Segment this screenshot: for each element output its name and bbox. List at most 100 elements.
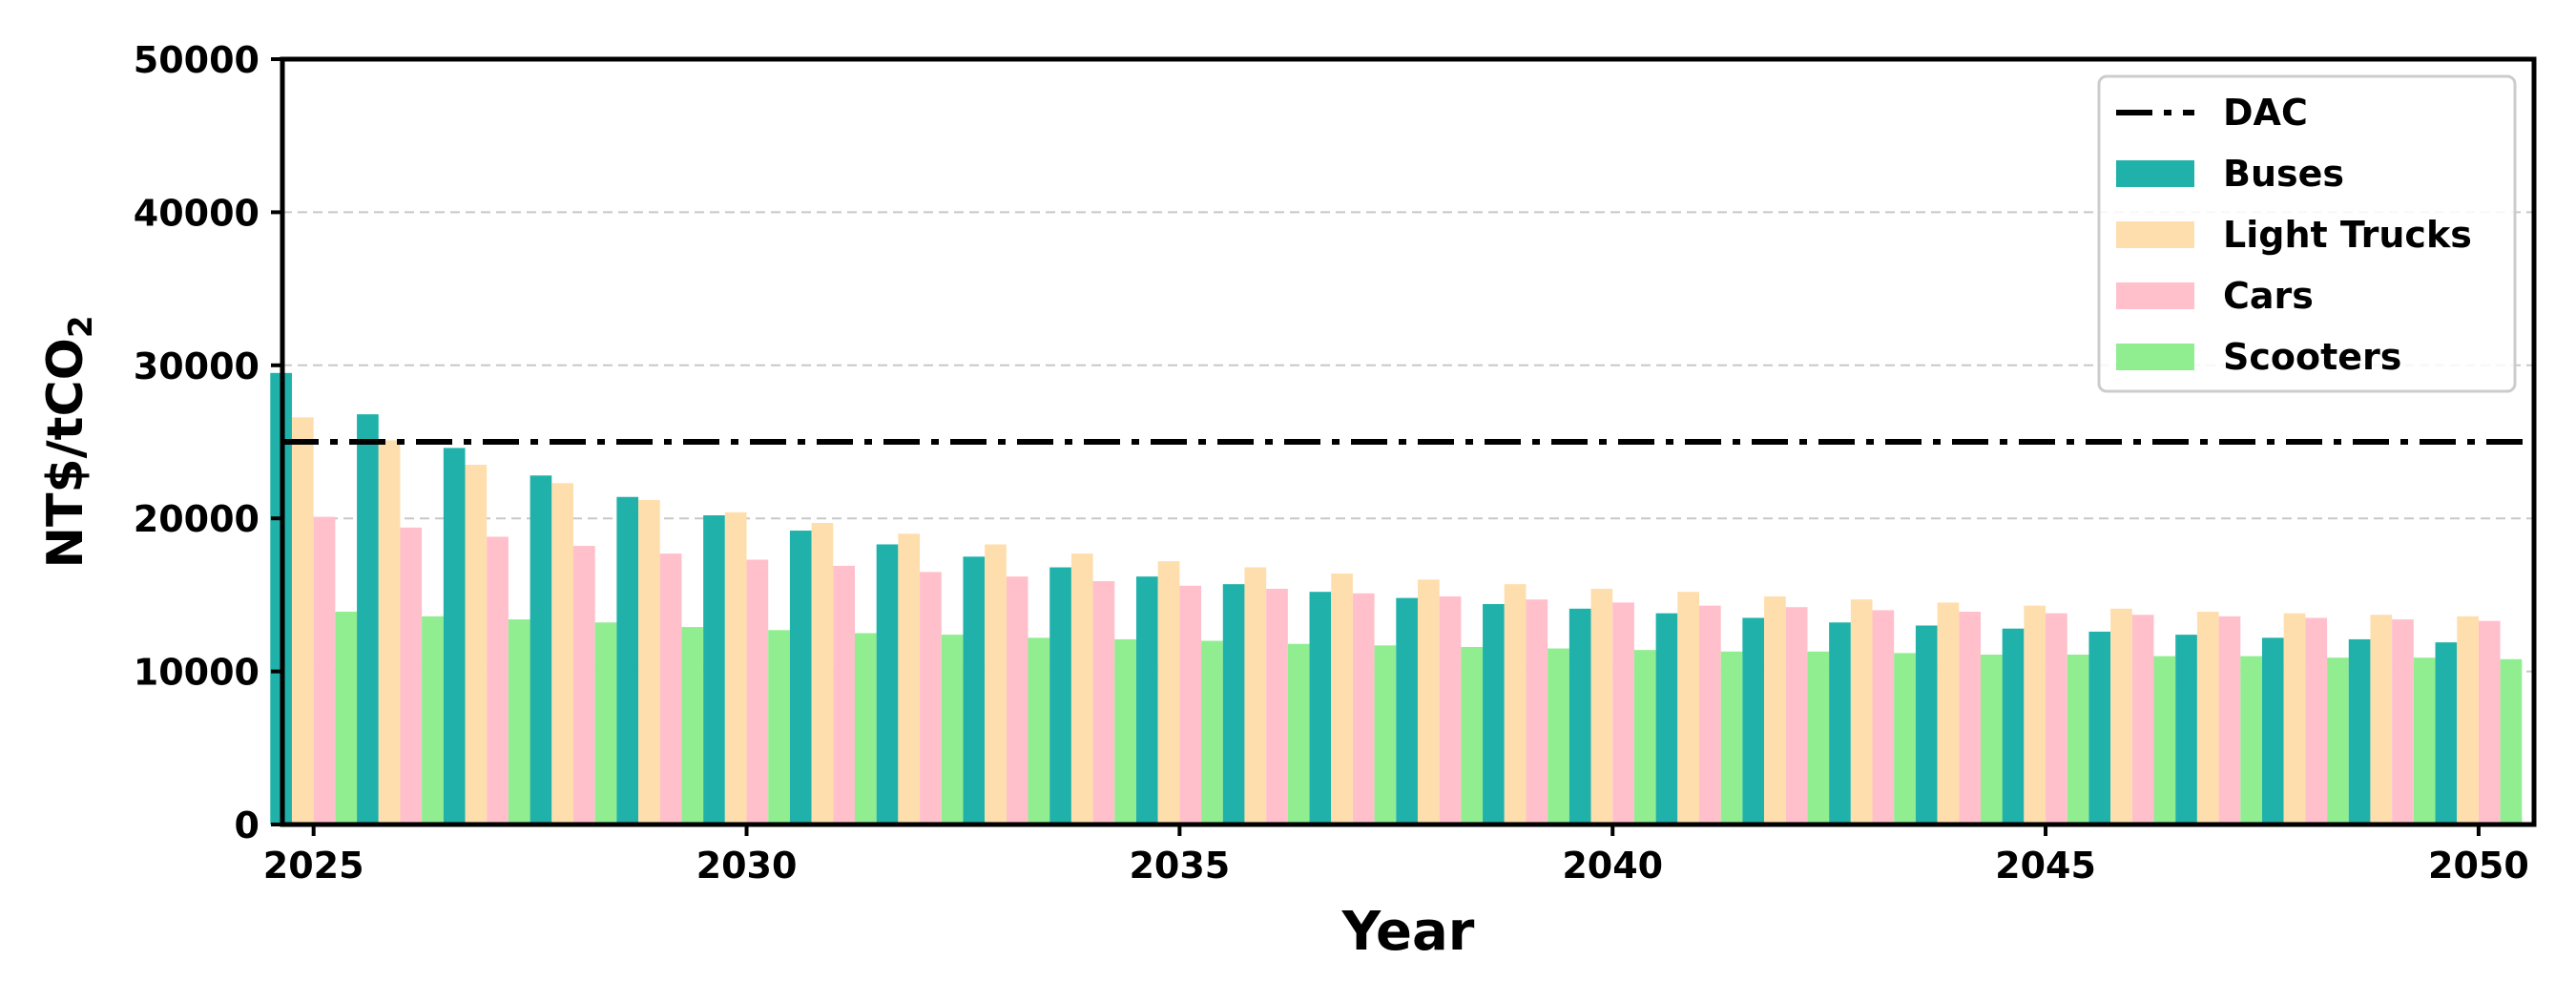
bar-light-trucks: [1590, 588, 1613, 825]
legend-box: [2097, 74, 2517, 393]
bar-cars: [2218, 616, 2241, 825]
bar-light-trucks: [2110, 608, 2132, 825]
bar-cars: [1179, 585, 1202, 825]
bar-light-trucks: [2457, 616, 2479, 825]
bar-scooters: [1548, 648, 1569, 825]
bar-buses: [616, 496, 639, 825]
bar-light-trucks: [551, 483, 573, 825]
y-axis-label-main: NT$/tCO: [37, 338, 94, 568]
bar-light-trucks: [1244, 567, 1267, 825]
bar-buses: [2348, 638, 2371, 825]
bar-light-trucks: [291, 417, 314, 825]
y-axis-label-subscript: 2: [62, 315, 100, 338]
bar-buses: [1655, 613, 1678, 825]
x-tick-label: 2030: [696, 845, 798, 887]
bar-buses: [703, 514, 725, 825]
bar-buses: [2002, 628, 2025, 825]
bar-light-trucks: [1850, 599, 1873, 825]
bar-buses: [963, 556, 986, 825]
bar-scooters: [1374, 645, 1397, 825]
bar-light-trucks: [465, 465, 488, 825]
legend-label-buses: Buses: [2223, 153, 2344, 195]
bar-light-trucks: [1677, 592, 1699, 825]
bar-scooters: [941, 635, 964, 825]
bar-scooters: [2327, 658, 2349, 825]
bar-light-trucks: [638, 499, 660, 825]
bar-cars: [1266, 588, 1288, 825]
bar-buses: [2261, 637, 2284, 825]
bar-cars: [400, 527, 423, 825]
bar-cars: [2131, 615, 2154, 825]
bar-buses: [1483, 604, 1505, 825]
bar-scooters: [422, 616, 444, 825]
bar-light-trucks: [1070, 553, 1093, 825]
bar-light-trucks: [898, 533, 921, 825]
bar-buses: [1222, 584, 1245, 825]
x-tick-label: 2035: [1129, 845, 1230, 887]
bar-scooters: [1114, 638, 1136, 825]
bar-cars: [487, 536, 509, 825]
legend-swatch-light-trucks: [2116, 221, 2194, 248]
y-axis-label: NT$/tCO2: [37, 315, 100, 568]
x-tick-label: 2045: [1995, 845, 2096, 887]
bar-scooters: [1287, 643, 1310, 825]
bar-light-trucks: [1417, 579, 1440, 825]
bar-buses: [2175, 635, 2197, 825]
bar-buses: [443, 448, 466, 825]
bar-buses: [530, 475, 552, 825]
bar-buses: [357, 414, 379, 825]
x-tick-label: 2050: [2428, 845, 2529, 887]
x-axis-label: Year: [1341, 901, 1475, 963]
bar-light-trucks: [1331, 573, 1353, 825]
bar-scooters: [1461, 646, 1484, 825]
bar-scooters: [854, 633, 877, 825]
bar-cars: [2392, 619, 2414, 825]
bar-light-trucks: [1504, 584, 1527, 825]
bar-buses: [1396, 597, 1418, 825]
bar-scooters: [1720, 651, 1743, 825]
bar-cars: [2305, 617, 2328, 825]
y-tick-label: 10000: [134, 652, 260, 694]
bar-buses: [1915, 625, 1938, 825]
bar-light-trucks: [1157, 561, 1180, 825]
bar-buses: [2088, 631, 2111, 825]
bar-light-trucks: [985, 544, 1007, 825]
bar-scooters: [1028, 637, 1050, 825]
bar-cars: [1785, 607, 1808, 825]
bar-scooters: [2240, 656, 2262, 825]
legend: DAC Buses Light Trucks Cars Scooters: [2097, 74, 2517, 393]
bar-cars: [1006, 576, 1028, 825]
legend-label-light-trucks: Light Trucks: [2223, 214, 2472, 256]
legend-swatch-cars: [2116, 282, 2194, 309]
bar-scooters: [2153, 656, 2176, 825]
bar-scooters: [1980, 654, 2003, 825]
y-tick-label: 50000: [134, 39, 260, 81]
bar-light-trucks: [1764, 596, 1786, 825]
bar-buses: [1829, 622, 1851, 825]
bar-light-trucks: [2196, 612, 2219, 825]
bar-light-trucks: [2024, 605, 2046, 825]
bar-light-trucks: [1937, 602, 1960, 825]
bar-cars: [1698, 605, 1721, 825]
bar-buses: [1135, 576, 1158, 825]
bar-buses: [1049, 567, 1071, 825]
bar-cars: [1352, 593, 1375, 825]
bar-buses: [2435, 642, 2458, 825]
legend-label-dac: DAC: [2223, 92, 2308, 134]
bar-scooters: [1894, 653, 1916, 825]
bar-cars: [833, 565, 855, 825]
bar-buses: [1742, 617, 1765, 825]
bar-scooters: [1201, 640, 1223, 825]
bar-scooters: [335, 612, 358, 825]
bar-buses: [1568, 608, 1591, 825]
bar-cars: [2478, 620, 2501, 825]
y-axis-ticks: 0 10000 20000 30000 40000 50000: [134, 39, 282, 846]
x-axis-ticks: 2025 2030 2035 2040 2045 2050: [263, 825, 2529, 887]
bar-buses: [876, 544, 899, 825]
bars: [270, 372, 2523, 825]
y-tick-label: 0: [235, 804, 260, 846]
bar-scooters: [1633, 650, 1656, 825]
bar-scooters: [2067, 654, 2089, 825]
y-tick-label: 30000: [134, 345, 260, 387]
